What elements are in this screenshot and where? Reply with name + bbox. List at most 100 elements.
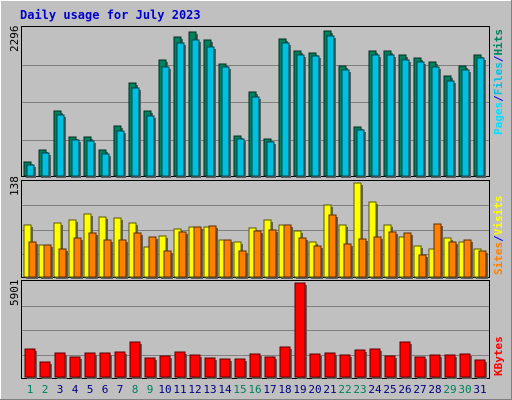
sites-bar-day-2-fill (43, 244, 52, 278)
files-bar-day-13-fill (206, 46, 215, 177)
files-bar-day-23 (356, 129, 366, 178)
files-bar-day-12-fill (191, 39, 200, 177)
day-label-17: 17 (263, 383, 276, 396)
day-label-28: 28 (428, 383, 441, 396)
panel-1-max-label: 2296 (8, 26, 21, 53)
kbytes-bar-day-31-fill (474, 359, 486, 378)
sites-bar-day-6 (103, 239, 113, 279)
sites-bar-day-28 (433, 223, 443, 279)
files-bar-day-10 (161, 66, 171, 178)
sites-bar-day-8 (133, 232, 143, 279)
sites-bar-day-22 (343, 243, 353, 279)
day-label-11: 11 (173, 383, 186, 396)
sites-bar-day-4 (73, 237, 83, 279)
sites-bar-day-12 (193, 226, 203, 279)
files-bar-day-31 (476, 57, 486, 178)
kbytes-bar-day-26-fill (399, 341, 411, 378)
files-bar-day-17 (266, 141, 276, 178)
kbytes-bar-day-18 (279, 346, 292, 379)
sites-bar-day-10-fill (163, 250, 172, 278)
sites-bar-day-30-fill (463, 239, 472, 278)
kbytes-bar-day-25-fill (384, 355, 396, 378)
kbytes-bar-day-13-fill (204, 357, 216, 378)
files-bar-day-28 (431, 66, 441, 178)
panel-2-side-label: Sites/Visits (492, 196, 505, 276)
files-bar-day-27 (416, 61, 426, 178)
sites-bar-day-18 (283, 224, 293, 279)
kbytes-bar-day-25 (384, 355, 397, 379)
sites-bar-day-15 (238, 250, 248, 279)
day-label-12: 12 (188, 383, 201, 396)
day-label-13: 13 (203, 383, 216, 396)
kbytes-bar-day-18-fill (279, 346, 291, 378)
files-bar-day-17-fill (266, 141, 275, 177)
kbytes-bar-day-1 (24, 348, 37, 379)
files-bar-day-1 (26, 164, 36, 178)
day-label-22: 22 (338, 383, 351, 396)
files-bar-day-11-fill (176, 42, 185, 177)
kbytes-bar-day-2 (39, 361, 52, 379)
kbytes-bar-day-9-fill (144, 357, 156, 378)
sites-bar-day-25 (388, 231, 398, 279)
sites-bar-day-7 (118, 239, 128, 279)
files-bar-day-16-fill (251, 96, 260, 177)
day-label-18: 18 (278, 383, 291, 396)
sites-bar-day-31 (478, 250, 488, 279)
kbytes-bar-day-5 (84, 352, 97, 379)
kbytes-bar-day-17 (264, 356, 277, 379)
sites-bar-day-24-fill (373, 236, 382, 278)
sites-bar-day-2 (43, 244, 53, 279)
day-label-5: 5 (87, 383, 94, 396)
files-bar-day-21-fill (326, 35, 335, 177)
files-bar-day-9 (146, 115, 156, 178)
kbytes-bar-day-27 (414, 356, 427, 379)
files-bar-day-25 (386, 54, 396, 178)
files-bar-day-16 (251, 96, 261, 178)
kbytes-bar-day-13 (204, 357, 217, 379)
files-bar-day-18 (281, 42, 291, 178)
sites-bar-day-13-fill (208, 225, 217, 278)
day-label-25: 25 (383, 383, 396, 396)
day-label-27: 27 (413, 383, 426, 396)
files-bar-day-6 (101, 153, 111, 178)
kbytes-bar-day-28 (429, 354, 442, 379)
day-label-21: 21 (323, 383, 336, 396)
files-bar-day-28-fill (431, 66, 440, 177)
day-label-2: 2 (42, 383, 49, 396)
sites-bar-day-16 (253, 230, 263, 279)
day-label-31: 31 (473, 383, 486, 396)
kbytes-bar-day-15-fill (234, 358, 246, 378)
sites-bar-day-20-fill (313, 245, 322, 278)
files-bar-day-2 (41, 152, 51, 178)
files-bar-day-18-fill (281, 42, 290, 177)
files-bar-day-13 (206, 46, 216, 178)
kbytes-bar-day-30 (459, 353, 472, 379)
day-label-1: 1 (27, 383, 34, 396)
sites-bar-day-11 (178, 231, 188, 279)
kbytes-bar-day-4 (69, 356, 82, 379)
files-bar-day-26-fill (401, 59, 410, 177)
sites-bar-day-25-fill (388, 231, 397, 278)
day-label-26: 26 (398, 383, 411, 396)
kbytes-bar-day-23-fill (354, 349, 366, 378)
kbytes-bar-day-21 (324, 352, 337, 379)
day-axis-labels: 1 2 3 4 5 6 7 8 9 10 11 12 13 14 15 16 17 18 19 20 21 22 23 24 2… (27, 383, 487, 396)
sites-bar-day-18-fill (283, 224, 292, 278)
files-bar-day-4 (71, 139, 81, 178)
day-label-4: 4 (72, 383, 79, 396)
sites-bar-day-11-fill (178, 231, 187, 278)
kbytes-bar-day-23 (354, 349, 367, 379)
kbytes-bar-day-27-fill (414, 356, 426, 378)
kbytes-bar-day-8-fill (129, 341, 141, 378)
kbytes-bar-day-30-fill (459, 353, 471, 378)
kbytes-bar-day-28-fill (429, 354, 441, 378)
files-bar-day-7 (116, 130, 126, 178)
files-bar-day-26 (401, 59, 411, 178)
sites-bar-day-26-fill (403, 232, 412, 278)
sites-bar-day-3 (58, 248, 68, 279)
day-label-20: 20 (308, 383, 321, 396)
kbytes-bar-day-3-fill (54, 352, 66, 378)
files-bar-day-14-fill (221, 66, 230, 177)
sites-bar-day-7-fill (118, 239, 127, 278)
files-bar-day-21 (326, 35, 336, 178)
